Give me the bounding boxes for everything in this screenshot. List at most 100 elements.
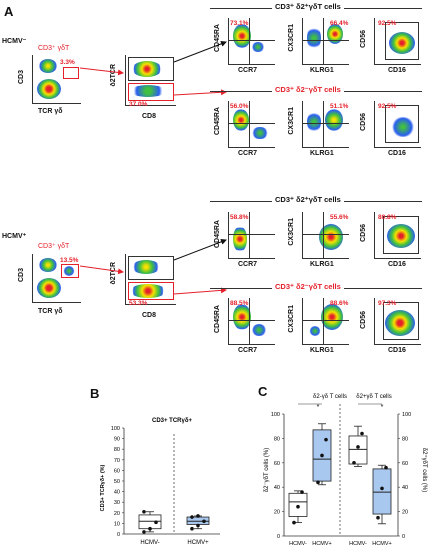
- chart-b-xtick-1: HCMV+: [187, 540, 209, 546]
- chart-b-ytick-label: 20: [114, 511, 120, 517]
- axis-x-ccr7-2: CCR7: [238, 150, 258, 157]
- chart-b: CD3+ TCRγδ+ CD3+ TCRγδ+ (%) 0 10 20 30 40 50 6…: [100, 418, 220, 546]
- chart-b-point: [190, 515, 194, 519]
- chart-b-ylabel: CD3+ TCRγδ+ (%): [100, 464, 106, 511]
- axis-y-cd3-pos: CD3: [18, 268, 25, 283]
- pct-pos-pos-3: 80.8%: [378, 214, 397, 221]
- pct-neg-pos-3: 92.5%: [378, 20, 397, 27]
- pct-pos-neg-2: 88.6%: [330, 300, 349, 307]
- axis-y-cd56-4: CD56: [360, 311, 367, 329]
- plot-cd3-tcr-pos: [32, 254, 81, 303]
- plot-pos-d2neg-cx3cr1-klrg1: [302, 298, 349, 345]
- pct-neg-neg-3: 92.5%: [378, 103, 397, 110]
- header-pos-d2pos: CD3⁺ δ2⁺γδT cells: [272, 195, 344, 204]
- chart-c-annot-d2pos: δ2+γδ T cells: [356, 394, 391, 400]
- plot-neg-d2pos-cd45ra-ccr7: [228, 18, 275, 65]
- chart-c-ytick-label-left: 40: [274, 485, 280, 491]
- chart-c-ytick-label-left: 100: [271, 412, 280, 418]
- chart-b-point: [154, 520, 158, 525]
- gate-label-cd3-gd: CD3⁺ γδT: [38, 45, 70, 52]
- chart-c-box: [288, 492, 308, 517]
- chart-c-point: [380, 486, 384, 491]
- chart-c-star-1: *: [317, 404, 320, 411]
- chart-b-ytick-label: 50: [114, 479, 120, 485]
- chart-c-star-2: *: [381, 404, 384, 411]
- header-neg-d2pos: CD3⁺ δ2⁺γδT cells: [272, 2, 344, 11]
- chart-b-ytick-label: 10: [114, 521, 120, 527]
- plot-pos-d2neg-cd45ra-ccr7: [228, 298, 275, 345]
- pct-pos-neg-3: 97.3%: [378, 300, 397, 307]
- chart-c-point: [292, 520, 296, 525]
- chart-c-ytick-label-left: 60: [274, 461, 280, 467]
- plot-neg-d2neg-cd56-cd16: [374, 101, 421, 148]
- pct-neg-neg-1: 56.0%: [230, 103, 249, 110]
- gating-arrows-pos: [79, 238, 227, 295]
- axis-y-cd56-1: CD56: [360, 30, 367, 48]
- chart-b-point: [142, 509, 146, 514]
- chart-b-ytick-label: 40: [114, 490, 120, 496]
- axis-x-ccr7-4: CCR7: [238, 347, 258, 354]
- chart-c-annot-d2neg: δ2-γδ T cells: [313, 394, 347, 400]
- chart-c-point: [320, 453, 324, 458]
- plot-d2tcr-cd8-pos: [125, 254, 176, 305]
- chart-c-ytick-label-left: 0: [277, 534, 280, 540]
- chart-c-ytick-label-right: 0: [402, 534, 405, 540]
- axis-x-ccr7-3: CCR7: [238, 261, 258, 268]
- chart-c-box: [348, 435, 368, 465]
- chart-c-point: [296, 504, 300, 509]
- panel-label-b: B: [90, 386, 100, 401]
- plot-pos-d2pos-cd56-cd16: [374, 212, 421, 259]
- axis-y-cd56-2: CD56: [360, 113, 367, 131]
- chart-c-ytick-label-right: 80: [402, 436, 408, 442]
- chart-c-point: [356, 445, 360, 449]
- chart-c-ytick-label-right: 60: [402, 461, 408, 467]
- chart-c-point: [352, 461, 356, 465]
- chart-c-point: [384, 465, 388, 470]
- chart-b-ytick-label: 80: [114, 447, 120, 453]
- axis-x-cd16-1: CD16: [388, 67, 406, 74]
- chart-b-axes: 0 10 20 30 40 50 60 70 80 90 100: [111, 426, 220, 538]
- chart-c-xtick-3: HCMV+: [372, 541, 391, 547]
- pct-neg-cd8: 37.0%: [129, 101, 148, 108]
- plot-neg-d2pos-cx3cr1-klrg1: [302, 18, 349, 65]
- plot-cd3-tcr-neg: [32, 55, 81, 104]
- pct-pos-neg-1: 88.5%: [230, 300, 249, 307]
- chart-c: δ2-γδ T cells δ2+γδ T cells * * δ2⁻γδT c…: [264, 394, 428, 547]
- chart-b-point: [190, 526, 194, 531]
- axis-y-cd45ra-3: CD45RA: [214, 220, 221, 249]
- chart-c-ytick-label-right: 20: [402, 510, 408, 516]
- axis-y-cd45ra-4: CD45RA: [214, 305, 221, 334]
- chart-b-ytick-label: 30: [114, 500, 120, 506]
- chart-c-point: [316, 480, 320, 485]
- chart-c-xtick-1: HCMV+: [312, 541, 331, 547]
- pct-pos-pos-2: 55.6%: [330, 214, 349, 221]
- axis-x-klrg1-3: KLRG1: [310, 261, 334, 268]
- chart-c-point: [300, 490, 304, 494]
- pct-neg-pos-1: 73.1%: [230, 20, 249, 27]
- chart-b-ytick-label: 60: [114, 468, 120, 474]
- axis-y-cx3cr1-3: CX3CR1: [288, 218, 295, 246]
- chart-b-title: CD3+ TCRγδ+: [152, 418, 192, 424]
- plot-pos-d2neg-cd56-cd16: [374, 298, 421, 345]
- chart-c-xtick-0: HCMV-: [289, 541, 307, 547]
- chart-b-ytick-label: 0: [117, 532, 120, 538]
- plot-neg-d2neg-cx3cr1-klrg1: [302, 101, 349, 148]
- axis-y-cd45ra-2: CD45RA: [214, 107, 221, 136]
- chart-b-point: [142, 530, 146, 534]
- chart-c-ylabel-left: δ2⁻γδT cells (%): [264, 448, 270, 492]
- chart-b-point: [148, 526, 152, 531]
- axis-x-cd16-3: CD16: [388, 261, 406, 268]
- plot-pos-d2pos-cx3cr1-klrg1: [302, 212, 349, 259]
- axis-y-cd56-3: CD56: [360, 224, 367, 242]
- axis-x-klrg1-4: KLRG1: [310, 347, 334, 354]
- axis-x-klrg1-1: KLRG1: [310, 67, 334, 74]
- pct-pos-gd: 13.5%: [60, 257, 79, 264]
- chart-c-point: [360, 431, 364, 436]
- gating-arrows-neg: [79, 40, 227, 96]
- axis-y-cd3-neg: CD3: [18, 70, 25, 85]
- plot-neg-d2pos-cd56-cd16: [374, 18, 421, 65]
- chart-c-boxes: [288, 423, 392, 525]
- axis-y-cd45ra-1: CD45RA: [214, 24, 221, 53]
- chart-c-point: [376, 515, 380, 520]
- header-neg-d2neg: CD3⁺ δ2⁻γδT cells: [272, 85, 344, 94]
